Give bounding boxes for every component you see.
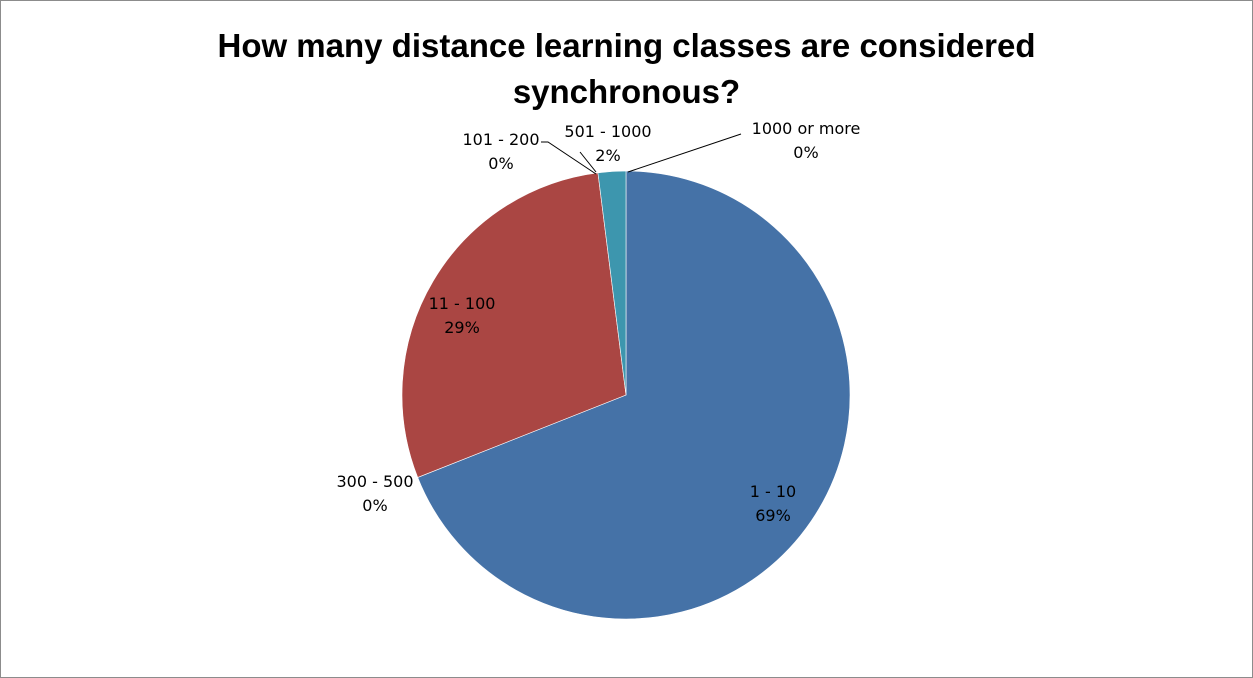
data-label-percent: 0% (488, 154, 513, 173)
chart-title-line-1: How many distance learning classes are c… (217, 27, 1036, 64)
pie-slice-11-100 (401, 172, 627, 478)
leader-line (579, 151, 597, 173)
data-label: 300 - 500 0% (336, 472, 413, 515)
data-label-category: 11 - 100 (429, 294, 496, 313)
data-label-percent: 2% (595, 146, 620, 165)
data-label-percent: 29% (444, 318, 480, 337)
chart-title-line-2: synchronous? (512, 73, 741, 110)
data-label: 11 - 100 29% (429, 294, 496, 337)
data-label: 1 - 10 69% (750, 482, 796, 525)
data-labels: 1 - 10 69% 300 - 500 0% 11 - 100 29% 101 - 200… (336, 119, 860, 525)
data-label-category: 1 - 10 (750, 482, 796, 501)
data-label-percent: 0% (793, 143, 818, 162)
data-label: 1000 or more 0% (752, 119, 861, 162)
pie-slices (401, 170, 851, 620)
data-label: 501 - 1000 2% (564, 122, 651, 165)
leader-line (627, 133, 742, 173)
data-label-category: 501 - 1000 (564, 122, 651, 141)
data-label-category: 101 - 200 (462, 130, 539, 149)
data-label-percent: 0% (362, 496, 387, 515)
leader-lines (541, 133, 742, 175)
data-label-category: 300 - 500 (336, 472, 413, 491)
data-label: 101 - 200 0% (462, 130, 539, 173)
leader-line (541, 141, 597, 175)
chart-title: How many distance learning classes are c… (1, 23, 1252, 115)
pie-slice-1-10 (417, 170, 851, 620)
data-label-percent: 69% (755, 506, 791, 525)
pie-slice-501-1000 (597, 170, 627, 396)
data-label-category: 1000 or more (752, 119, 861, 138)
